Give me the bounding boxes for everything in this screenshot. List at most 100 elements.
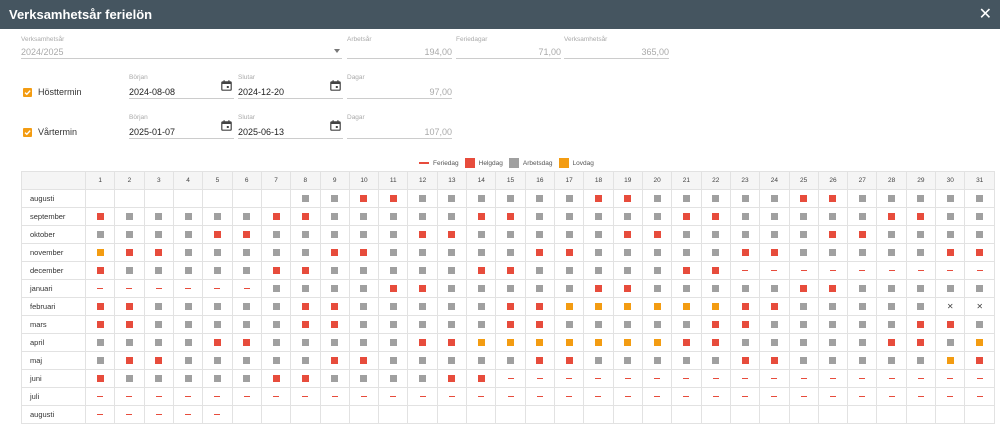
day-cell[interactable] <box>495 279 526 298</box>
day-cell[interactable] <box>495 261 526 280</box>
day-cell[interactable] <box>84 351 116 370</box>
day-cell[interactable] <box>876 369 907 388</box>
day-cell[interactable] <box>729 207 761 226</box>
day-cell[interactable] <box>290 225 321 244</box>
hosttermin-start-field[interactable]: Början 2024-08-08 <box>129 74 234 99</box>
day-cell[interactable] <box>348 387 380 406</box>
day-cell[interactable] <box>788 333 819 352</box>
day-cell[interactable] <box>436 279 468 298</box>
day-cell[interactable] <box>847 369 878 388</box>
day-cell[interactable] <box>700 207 731 226</box>
day-cell[interactable] <box>641 243 673 262</box>
day-cell[interactable] <box>671 207 702 226</box>
day-cell[interactable] <box>876 333 907 352</box>
day-cell[interactable] <box>290 243 321 262</box>
day-cell[interactable] <box>290 369 321 388</box>
day-cell[interactable] <box>788 297 819 316</box>
day-cell[interactable] <box>847 387 878 406</box>
day-cell[interactable] <box>172 315 204 334</box>
day-cell[interactable] <box>114 405 145 424</box>
day-cell[interactable] <box>583 243 614 262</box>
day-cell[interactable] <box>348 261 380 280</box>
day-cell[interactable] <box>905 225 937 244</box>
day-cell[interactable] <box>495 189 526 208</box>
vartermin-end-field[interactable]: Slutar 2025-06-13 <box>238 114 343 139</box>
day-cell[interactable] <box>759 369 790 388</box>
day-cell[interactable] <box>847 315 878 334</box>
day-cell[interactable] <box>348 333 380 352</box>
day-cell[interactable] <box>436 225 468 244</box>
day-cell[interactable] <box>231 207 262 226</box>
day-cell[interactable] <box>700 333 731 352</box>
day-cell[interactable] <box>172 207 204 226</box>
day-cell[interactable] <box>583 261 614 280</box>
day-cell[interactable] <box>407 351 438 370</box>
day-cell[interactable] <box>143 387 174 406</box>
day-cell[interactable] <box>436 351 468 370</box>
day-cell[interactable] <box>172 297 204 316</box>
day-cell[interactable] <box>348 315 380 334</box>
calendar-icon[interactable] <box>221 78 232 96</box>
vartermin-checkbox[interactable] <box>23 128 32 137</box>
day-cell[interactable]: ✕ <box>964 297 995 316</box>
day-cell[interactable] <box>700 351 731 370</box>
day-cell[interactable] <box>290 387 321 406</box>
day-cell[interactable] <box>553 369 585 388</box>
day-cell[interactable] <box>641 279 673 298</box>
day-cell[interactable] <box>378 369 409 388</box>
day-cell[interactable] <box>378 207 409 226</box>
day-cell[interactable] <box>407 207 438 226</box>
day-cell[interactable] <box>583 387 614 406</box>
day-cell[interactable] <box>583 333 614 352</box>
day-cell[interactable] <box>583 279 614 298</box>
day-cell[interactable] <box>378 333 409 352</box>
day-cell[interactable] <box>114 369 145 388</box>
day-cell[interactable] <box>260 387 292 406</box>
day-cell[interactable] <box>378 351 409 370</box>
day-cell[interactable] <box>466 333 497 352</box>
day-cell[interactable] <box>172 279 204 298</box>
day-cell[interactable] <box>905 315 937 334</box>
day-cell[interactable] <box>817 261 849 280</box>
day-cell[interactable] <box>524 225 556 244</box>
day-cell[interactable] <box>84 315 116 334</box>
day-cell[interactable] <box>612 261 643 280</box>
day-cell[interactable] <box>964 225 995 244</box>
day-cell[interactable] <box>378 315 409 334</box>
day-cell[interactable] <box>466 189 497 208</box>
day-cell[interactable] <box>114 387 145 406</box>
day-cell[interactable] <box>114 315 145 334</box>
day-cell[interactable] <box>612 387 643 406</box>
day-cell[interactable] <box>612 315 643 334</box>
day-cell[interactable] <box>319 333 350 352</box>
day-cell[interactable] <box>524 369 556 388</box>
day-cell[interactable] <box>964 333 995 352</box>
vartermin-start-field[interactable]: Början 2025-01-07 <box>129 114 234 139</box>
day-cell[interactable] <box>319 297 350 316</box>
day-cell[interactable]: ✕ <box>935 297 966 316</box>
day-cell[interactable] <box>905 351 937 370</box>
day-cell[interactable] <box>172 351 204 370</box>
day-cell[interactable] <box>553 189 585 208</box>
day-cell[interactable] <box>260 297 292 316</box>
day-cell[interactable] <box>847 261 878 280</box>
day-cell[interactable] <box>524 333 556 352</box>
day-cell[interactable] <box>202 243 233 262</box>
day-cell[interactable] <box>641 225 673 244</box>
day-cell[interactable] <box>641 207 673 226</box>
day-cell[interactable] <box>319 189 350 208</box>
day-cell[interactable] <box>407 315 438 334</box>
day-cell[interactable] <box>114 243 145 262</box>
day-cell[interactable] <box>671 297 702 316</box>
day-cell[interactable] <box>114 297 145 316</box>
day-cell[interactable] <box>84 333 116 352</box>
day-cell[interactable] <box>495 207 526 226</box>
day-cell[interactable] <box>231 369 262 388</box>
day-cell[interactable] <box>202 405 233 424</box>
day-cell[interactable] <box>524 297 556 316</box>
day-cell[interactable] <box>231 297 262 316</box>
day-cell[interactable] <box>231 315 262 334</box>
day-cell[interactable] <box>905 261 937 280</box>
day-cell[interactable] <box>202 351 233 370</box>
day-cell[interactable] <box>466 279 497 298</box>
